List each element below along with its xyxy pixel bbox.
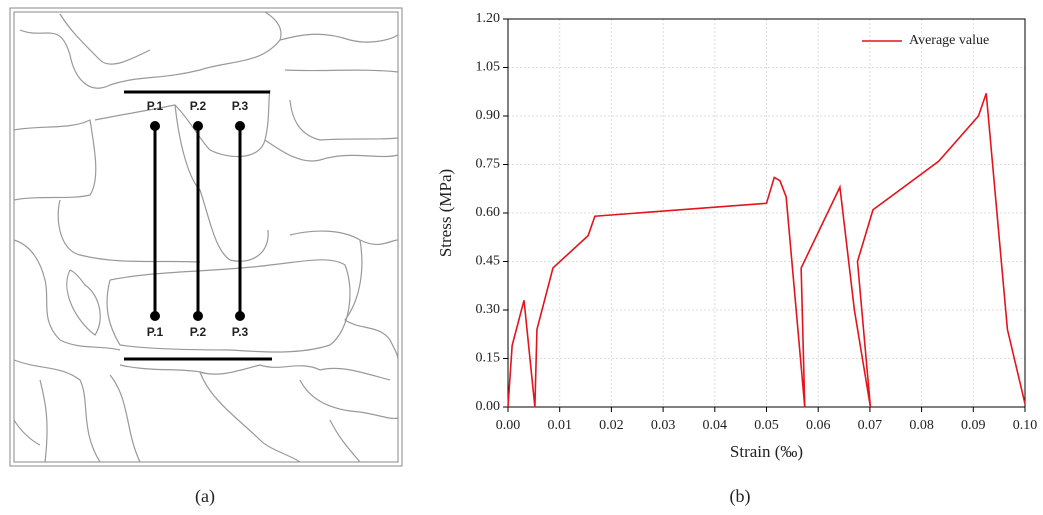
- y-tick-label: 0.45: [476, 254, 501, 269]
- plot-frame: [507, 18, 1026, 408]
- x-tick-label: 0.07: [858, 418, 883, 433]
- x-tick-label: 0.08: [909, 418, 934, 433]
- x-axis-title: Strain (‰): [730, 442, 803, 461]
- point-label: P.1: [147, 325, 164, 339]
- x-tick-label: 0.00: [496, 418, 521, 433]
- y-tick-label: 0.75: [476, 157, 501, 172]
- x-tick-label: 0.01: [547, 418, 572, 433]
- y-tick-label: 0.60: [476, 205, 501, 220]
- x-tick-label: 0.04: [703, 418, 728, 433]
- cracks: [13, 11, 399, 463]
- x-tick-label: 0.05: [754, 418, 779, 433]
- point-label: P.3: [232, 325, 249, 339]
- x-tick-label: 0.09: [961, 418, 986, 433]
- point-label: P.3: [232, 99, 249, 113]
- x-tick-label: 0.10: [1013, 418, 1038, 433]
- panel-b: 0.00 0.15 0.30 0.45 0.60 0.75 0.90 1.05 1.20 0.00…: [436, 11, 1037, 507]
- x-tick-label: 0.06: [806, 418, 831, 433]
- x-tick-label: 0.02: [599, 418, 624, 433]
- frame: [9, 7, 403, 467]
- point-label: P.1: [147, 99, 164, 113]
- caption: (a): [195, 486, 215, 507]
- x-tick-label: 0.03: [651, 418, 676, 433]
- data-line: [507, 93, 1026, 408]
- panel-a: P.1 P.2 P.3 P.1 P.2 P.3 (a): [9, 7, 403, 507]
- y-tick-label: 0.90: [476, 108, 501, 123]
- caption: (b): [730, 486, 751, 507]
- y-tick-label: 0.15: [476, 351, 501, 366]
- point-label: P.2: [190, 325, 207, 339]
- y-axis-title: Stress (MPa): [436, 169, 455, 257]
- point-label: P.2: [190, 99, 207, 113]
- gauge-points: [150, 121, 245, 321]
- y-tick-label: 0.30: [476, 302, 501, 317]
- legend-label: Average value: [909, 33, 989, 48]
- gauge-lines: [153, 126, 242, 316]
- y-tick-label: 1.20: [476, 11, 501, 26]
- y-tick-label: 1.05: [476, 60, 501, 75]
- frame-inner: [13, 11, 399, 463]
- y-tick-label: 0.00: [476, 399, 501, 414]
